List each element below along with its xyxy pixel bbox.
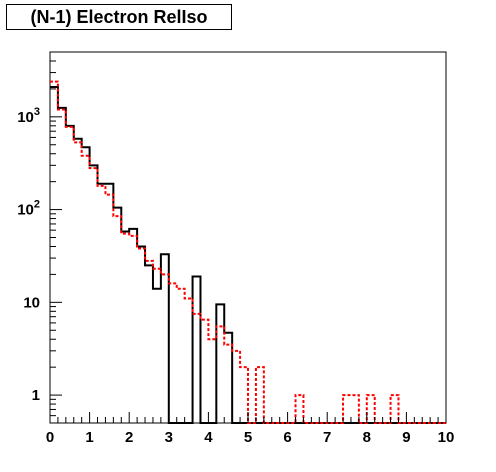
x-tick-label: 10: [438, 429, 455, 446]
x-tick-label: 9: [402, 429, 410, 446]
x-tick-label: 3: [165, 429, 173, 446]
series-dashed-line: [50, 80, 446, 424]
x-tick-label: 5: [244, 429, 252, 446]
axes: 0 1 2 3 4 5 6 7 8 9 10 1 10 102 103: [17, 51, 455, 446]
x-tick-label: 2: [125, 429, 133, 446]
plot-frame: [49, 51, 447, 424]
x-tick-label: 8: [363, 429, 371, 446]
histogram-bars: [50, 80, 446, 424]
x-tick-label: 4: [204, 429, 213, 446]
y-tick-label: 102: [17, 199, 40, 219]
y-tick-label: 103: [17, 106, 40, 126]
x-tick-label: 1: [85, 429, 93, 446]
x-tick-label: 6: [283, 429, 291, 446]
x-tick-label: 0: [46, 429, 54, 446]
chart-title: (N-1) Electron RelIso: [6, 4, 232, 30]
x-tick-label: 7: [323, 429, 331, 446]
series-solid-line: [50, 85, 446, 424]
y-tick-label: 1: [32, 387, 40, 404]
y-tick-label: 10: [23, 294, 40, 311]
